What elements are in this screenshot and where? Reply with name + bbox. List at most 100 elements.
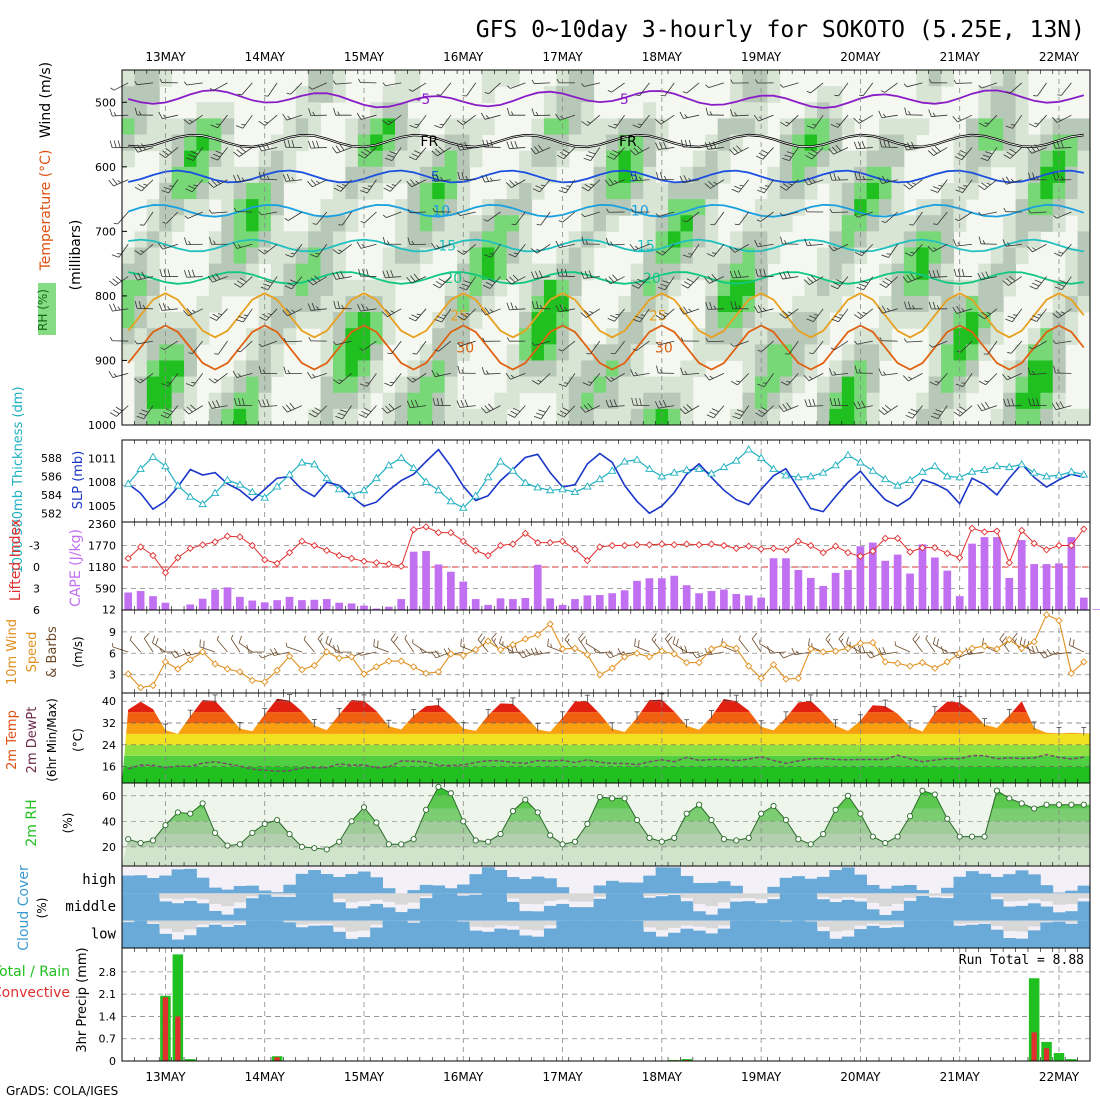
wind-barb-feather	[829, 173, 833, 181]
wind-barb-feather	[193, 184, 198, 187]
wind-barb-feather	[1028, 209, 1031, 214]
wind-barb-feather	[208, 378, 215, 384]
rh-cell	[668, 392, 681, 410]
wind-barb-feather	[637, 278, 645, 283]
temp-band	[122, 723, 1090, 734]
cloud-gap	[680, 920, 694, 926]
wind-barb-feather	[213, 240, 216, 245]
wind-speed-point	[310, 661, 318, 670]
wind-barb-feather	[387, 154, 395, 158]
rh-cell	[655, 408, 669, 426]
wind-barb-feather	[779, 84, 784, 88]
cloud-cell	[705, 933, 719, 948]
rh-cell	[1027, 182, 1041, 200]
wind-barb-feather	[134, 340, 138, 345]
wind-barb-feather	[511, 223, 516, 226]
rh-cell	[978, 279, 992, 297]
wind-barb-feather	[286, 173, 291, 182]
wind-barb-feather	[505, 373, 511, 380]
wind-barb-feather	[191, 269, 196, 278]
wind-speed-point	[645, 653, 654, 661]
wind-barb-feather	[286, 92, 291, 95]
rh-cell	[1027, 360, 1041, 378]
rh-cell	[444, 392, 458, 410]
wind-barb-feather	[1046, 648, 1052, 656]
rh-cell	[742, 312, 756, 329]
thickness-point	[856, 458, 865, 466]
rh-cell	[866, 215, 880, 232]
wind-barb-feather	[117, 179, 122, 184]
wind-speed-point	[447, 650, 455, 658]
wind-barb-feather	[316, 140, 320, 148]
rh-point	[844, 792, 852, 799]
wind-barb-feather	[233, 283, 241, 288]
wind-barb-feather	[637, 640, 640, 648]
li-point	[174, 554, 182, 562]
wind-barb-feather	[188, 240, 192, 245]
wind-barb-feather	[1059, 251, 1064, 254]
wind-barb-feather	[291, 140, 295, 148]
wind-barb-feather	[906, 181, 914, 188]
wind-barb-feather	[263, 283, 271, 287]
wind-barb-feather	[560, 115, 564, 120]
rh-cell	[1077, 408, 1091, 426]
wind-barb-feather	[604, 651, 611, 659]
wind-speed-point	[968, 644, 976, 652]
wind-barb-feather	[955, 189, 963, 194]
wind-barb-feather	[635, 397, 638, 406]
rh-cell	[332, 344, 346, 361]
wind-barb-feather	[762, 307, 767, 312]
rh-cell	[779, 392, 793, 410]
rh-cell	[531, 279, 545, 297]
rh-cell	[444, 166, 458, 184]
rh-cell	[1027, 408, 1041, 426]
rh-cell	[879, 263, 892, 281]
rh-cell	[630, 328, 644, 345]
wind-barb-feather	[593, 649, 597, 653]
rh-cell	[258, 312, 272, 329]
wind-barb-feather	[1052, 313, 1059, 319]
rh-cell	[816, 376, 830, 394]
wind-barb-feather	[283, 338, 287, 342]
wind-barb-feather	[736, 409, 745, 413]
wind-barb-feather	[1060, 176, 1064, 181]
rh-cell	[1003, 392, 1017, 410]
rh-cell	[457, 312, 470, 329]
wind-speed-point	[856, 639, 865, 647]
rh-cell	[469, 263, 483, 281]
wind-barb	[137, 340, 154, 345]
wind-barb-feather	[581, 83, 585, 87]
rh-cell	[146, 408, 160, 426]
rh-cell	[643, 408, 657, 426]
wind-barb-feather	[482, 337, 485, 342]
y-tick-label: 6	[109, 647, 116, 660]
cloud-gap	[519, 893, 532, 905]
wind-barb-feather	[985, 151, 993, 155]
wind-barb-feather	[457, 315, 465, 321]
wind-barb-feather	[382, 82, 386, 87]
cloud-cell	[134, 875, 148, 894]
cloud-cell	[792, 876, 805, 894]
thickness-point	[955, 472, 964, 481]
wind-barb	[435, 372, 451, 378]
wind-barb-feather	[406, 377, 414, 383]
wind-barb	[912, 211, 923, 226]
wind-barb-feather	[185, 188, 193, 193]
wind-speed-point	[869, 638, 877, 647]
rh-cell	[568, 118, 582, 136]
rh-cell	[829, 86, 843, 103]
wind-barb-feather	[559, 151, 567, 157]
wind-barb	[152, 642, 166, 653]
rh-point	[447, 790, 454, 797]
cloud-cell	[903, 900, 917, 921]
rh-cell	[1003, 70, 1017, 87]
y-tick-label: 16	[102, 761, 116, 774]
rh-point	[261, 820, 268, 827]
wind-barb-feather	[755, 268, 758, 277]
cloud-gap	[730, 893, 743, 899]
cape-bar	[471, 599, 480, 610]
rh-cell	[879, 312, 892, 329]
cloud-cell	[270, 920, 284, 948]
wind-barb-feather	[584, 184, 592, 189]
